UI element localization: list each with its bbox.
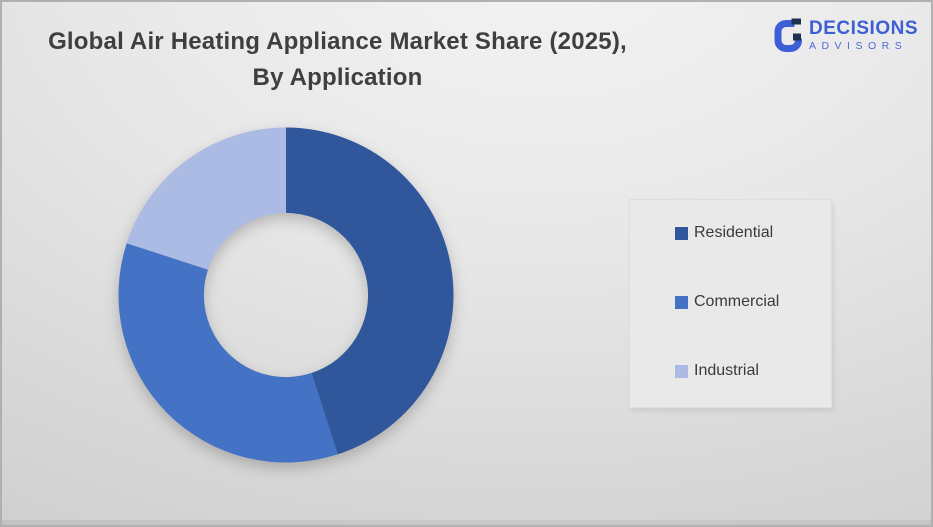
logo-name: DECISIONS bbox=[808, 18, 918, 39]
legend-marker-industrial bbox=[675, 364, 688, 378]
donut-chart bbox=[118, 127, 454, 463]
logo-subname: ADVISORS bbox=[808, 40, 908, 52]
legend-marker-residential bbox=[675, 226, 688, 240]
donut-slice-industrial bbox=[126, 127, 286, 270]
decisions-advisors-logo: DECISIONS ADVISORS bbox=[774, 17, 918, 55]
chart-legend: Residential Commercial Industrial bbox=[629, 199, 832, 408]
chart-title: Global Air Heating Appliance Market Shar… bbox=[10, 24, 665, 96]
legend-label-commercial: Commercial bbox=[694, 293, 780, 310]
legend-label-industrial: Industrial bbox=[694, 362, 759, 379]
legend-item-residential: Residential bbox=[675, 223, 831, 243]
chart-title-line2: By Application bbox=[252, 64, 423, 91]
donut-slice-residential bbox=[286, 127, 454, 455]
donut-slice-commercial bbox=[118, 243, 338, 463]
legend-marker-commercial bbox=[675, 295, 688, 309]
logo-text: DECISIONS ADVISORS bbox=[809, 19, 918, 53]
decisions-g-monogram-icon bbox=[774, 18, 802, 52]
chart-title-line1: Global Air Heating Appliance Market Shar… bbox=[48, 28, 627, 55]
legend-label-residential: Residential bbox=[694, 224, 774, 241]
legend-item-industrial: Industrial bbox=[675, 361, 831, 381]
legend-item-commercial: Commercial bbox=[675, 292, 831, 312]
